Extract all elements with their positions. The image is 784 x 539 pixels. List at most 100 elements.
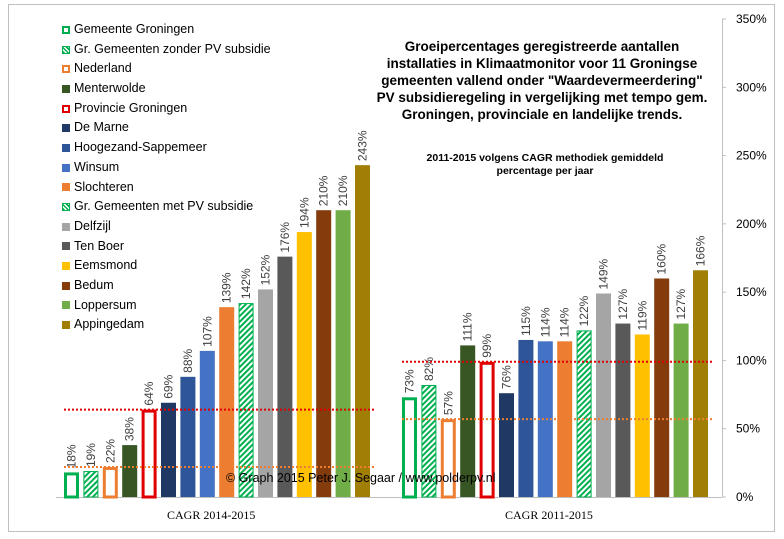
data-label-menterwolde-0: 38%	[123, 417, 137, 441]
data-label-winsum-0: 107%	[200, 316, 214, 347]
data-label-gemeente-groningen-0: 18%	[65, 444, 79, 468]
legend-swatch	[62, 25, 70, 34]
legend-swatch	[62, 65, 70, 74]
legend-item-bedum: Bedum	[62, 276, 271, 296]
bar-provincie-groningen-0	[141, 409, 157, 499]
legend-item-provincie-groningen: Provincie Groningen	[62, 99, 271, 119]
legend-swatch	[62, 262, 70, 271]
data-label-gr-gemeenten-met-pv-subsidie-0: 142%	[239, 268, 253, 299]
data-label-hoogezand-sappemeer-1: 115%	[519, 306, 533, 336]
bar-gr-gemeenten-zonder-pv-subsidie-0	[83, 471, 99, 498]
data-label-slochteren-0: 139%	[220, 272, 234, 303]
legend-swatch	[62, 104, 70, 113]
data-label-delfzijl-1: 149%	[597, 258, 611, 289]
legend-swatch	[62, 242, 70, 251]
legend-swatch	[62, 163, 70, 172]
bar-ten-boer-0	[277, 256, 293, 497]
bar-eemsmond-0	[296, 232, 312, 497]
data-label-gr-gemeenten-met-pv-subsidie-1: 122%	[577, 295, 591, 326]
y-tick-label: 50%	[736, 422, 760, 436]
legend-item-ten-boer: Ten Boer	[62, 237, 271, 257]
data-label-gemeente-groningen-1: 73%	[403, 369, 417, 393]
data-label-provincie-groningen-0: 64%	[142, 381, 156, 405]
bar-nederland-0	[102, 466, 118, 499]
bar-gr-gemeenten-zonder-pv-subsidie-1	[421, 385, 437, 498]
legend-swatch	[62, 281, 70, 290]
data-label-gr-gemeenten-zonder-pv-subsidie-1: 82%	[422, 357, 436, 381]
legend-item-de-marne: De Marne	[62, 118, 271, 138]
legend-item-menterwolde: Menterwolde	[62, 79, 271, 99]
legend-swatch	[62, 301, 70, 310]
data-label-nederland-0: 22%	[103, 439, 117, 463]
data-label-hoogezand-sappemeer-0: 88%	[181, 348, 195, 372]
legend-label: Eemsmond	[74, 258, 138, 273]
bar-menterwolde-1	[460, 345, 476, 497]
legend-item-loppersum: Loppersum	[62, 296, 271, 316]
legend-swatch	[62, 84, 70, 93]
bar-loppersum-1	[673, 323, 689, 497]
legend-label: De Marne	[74, 120, 129, 135]
y-tick-label: 0%	[736, 490, 754, 504]
bar-provincie-groningen-1	[479, 361, 495, 499]
data-label-eemsmond-0: 194%	[297, 197, 311, 228]
x-category-label-1: CAGR 2011-2015	[505, 508, 593, 522]
legend-item-gemeente-groningen: Gemeente Groningen	[62, 20, 271, 40]
bar-winsum-1	[537, 341, 553, 497]
chart-legend: Gemeente Groningen Gr. Gemeenten zonder P…	[62, 20, 271, 335]
legend-label: Winsum	[74, 159, 120, 174]
bar-appingedam-0	[355, 165, 370, 498]
legend-label: Provincie Groningen	[74, 100, 188, 115]
legend-label: Slochteren	[74, 179, 134, 194]
legend-swatch	[62, 203, 70, 212]
bar-eemsmond-1	[634, 334, 650, 497]
legend-swatch	[62, 124, 70, 133]
legend-label: Loppersum	[74, 297, 137, 312]
data-label-ten-boer-0: 176%	[278, 222, 292, 253]
data-label-de-marne-1: 76%	[500, 365, 514, 389]
legend-label: Gr. Gemeenten met PV subsidie	[74, 199, 254, 214]
y-tick-label: 300%	[736, 80, 767, 94]
bar-de-marne-1	[499, 393, 514, 497]
data-label-loppersum-1: 127%	[674, 289, 688, 320]
legend-item-gr-gemeenten-zonder-pv-subsidie: Gr. Gemeenten zonder PV subsidie	[62, 40, 271, 60]
bar-slochteren-0	[219, 307, 235, 497]
data-label-loppersum-0: 210%	[336, 175, 350, 206]
bar-menterwolde-0	[122, 445, 138, 497]
data-label-slochteren-1: 114%	[558, 307, 572, 337]
legend-item-appingedam: Appingedam	[62, 315, 271, 335]
legend-label: Bedum	[74, 277, 114, 292]
data-label-appingedam-1: 166%	[694, 235, 708, 266]
bar-delfzijl-0	[258, 289, 273, 497]
legend-swatch	[62, 222, 70, 231]
legend-item-hoogezand-sappemeer: Hoogezand-Sappemeer	[62, 138, 271, 158]
chart-subtitle: 2011-2015 volgens CAGR methodiek gemidde…	[426, 152, 664, 177]
bar-de-marne-0	[161, 402, 176, 497]
bar-ten-boer-1	[615, 323, 631, 497]
bar-bedum-1	[654, 278, 670, 497]
bar-appingedam-1	[693, 270, 708, 497]
y-tick-label: 350%	[736, 12, 767, 26]
data-label-gr-gemeenten-zonder-pv-subsidie-0: 19%	[84, 443, 98, 467]
legend-swatch	[62, 321, 70, 330]
data-label-appingedam-0: 243%	[356, 130, 370, 161]
bar-nederland-1	[440, 419, 456, 499]
legend-item-delfzijl: Delfzijl	[62, 217, 271, 237]
x-category-label-0: CAGR 2014-2015	[167, 508, 256, 522]
bar-loppersum-0	[335, 210, 351, 497]
legend-item-winsum: Winsum	[62, 158, 271, 178]
bar-hoogezand-sappemeer-0	[180, 376, 196, 497]
legend-label: Hoogezand-Sappemeer	[74, 140, 207, 155]
legend-item-nederland: Nederland	[62, 59, 271, 79]
bar-bedum-0	[316, 210, 332, 497]
bar-winsum-0	[199, 350, 215, 497]
data-label-bedum-1: 160%	[655, 243, 669, 274]
data-label-bedum-0: 210%	[317, 175, 331, 206]
bar-gemeente-groningen-1	[402, 397, 417, 499]
y-tick-label: 250%	[736, 149, 767, 163]
bar-gr-gemeenten-met-pv-subsidie-1	[576, 330, 592, 498]
legend-label: Gemeente Groningen	[74, 22, 195, 36]
legend-item-gr-gemeenten-met-pv-subsidie: Gr. Gemeenten met PV subsidie	[62, 197, 271, 217]
data-label-delfzijl-0: 152%	[259, 254, 273, 285]
data-label-de-marne-0: 69%	[162, 374, 176, 398]
